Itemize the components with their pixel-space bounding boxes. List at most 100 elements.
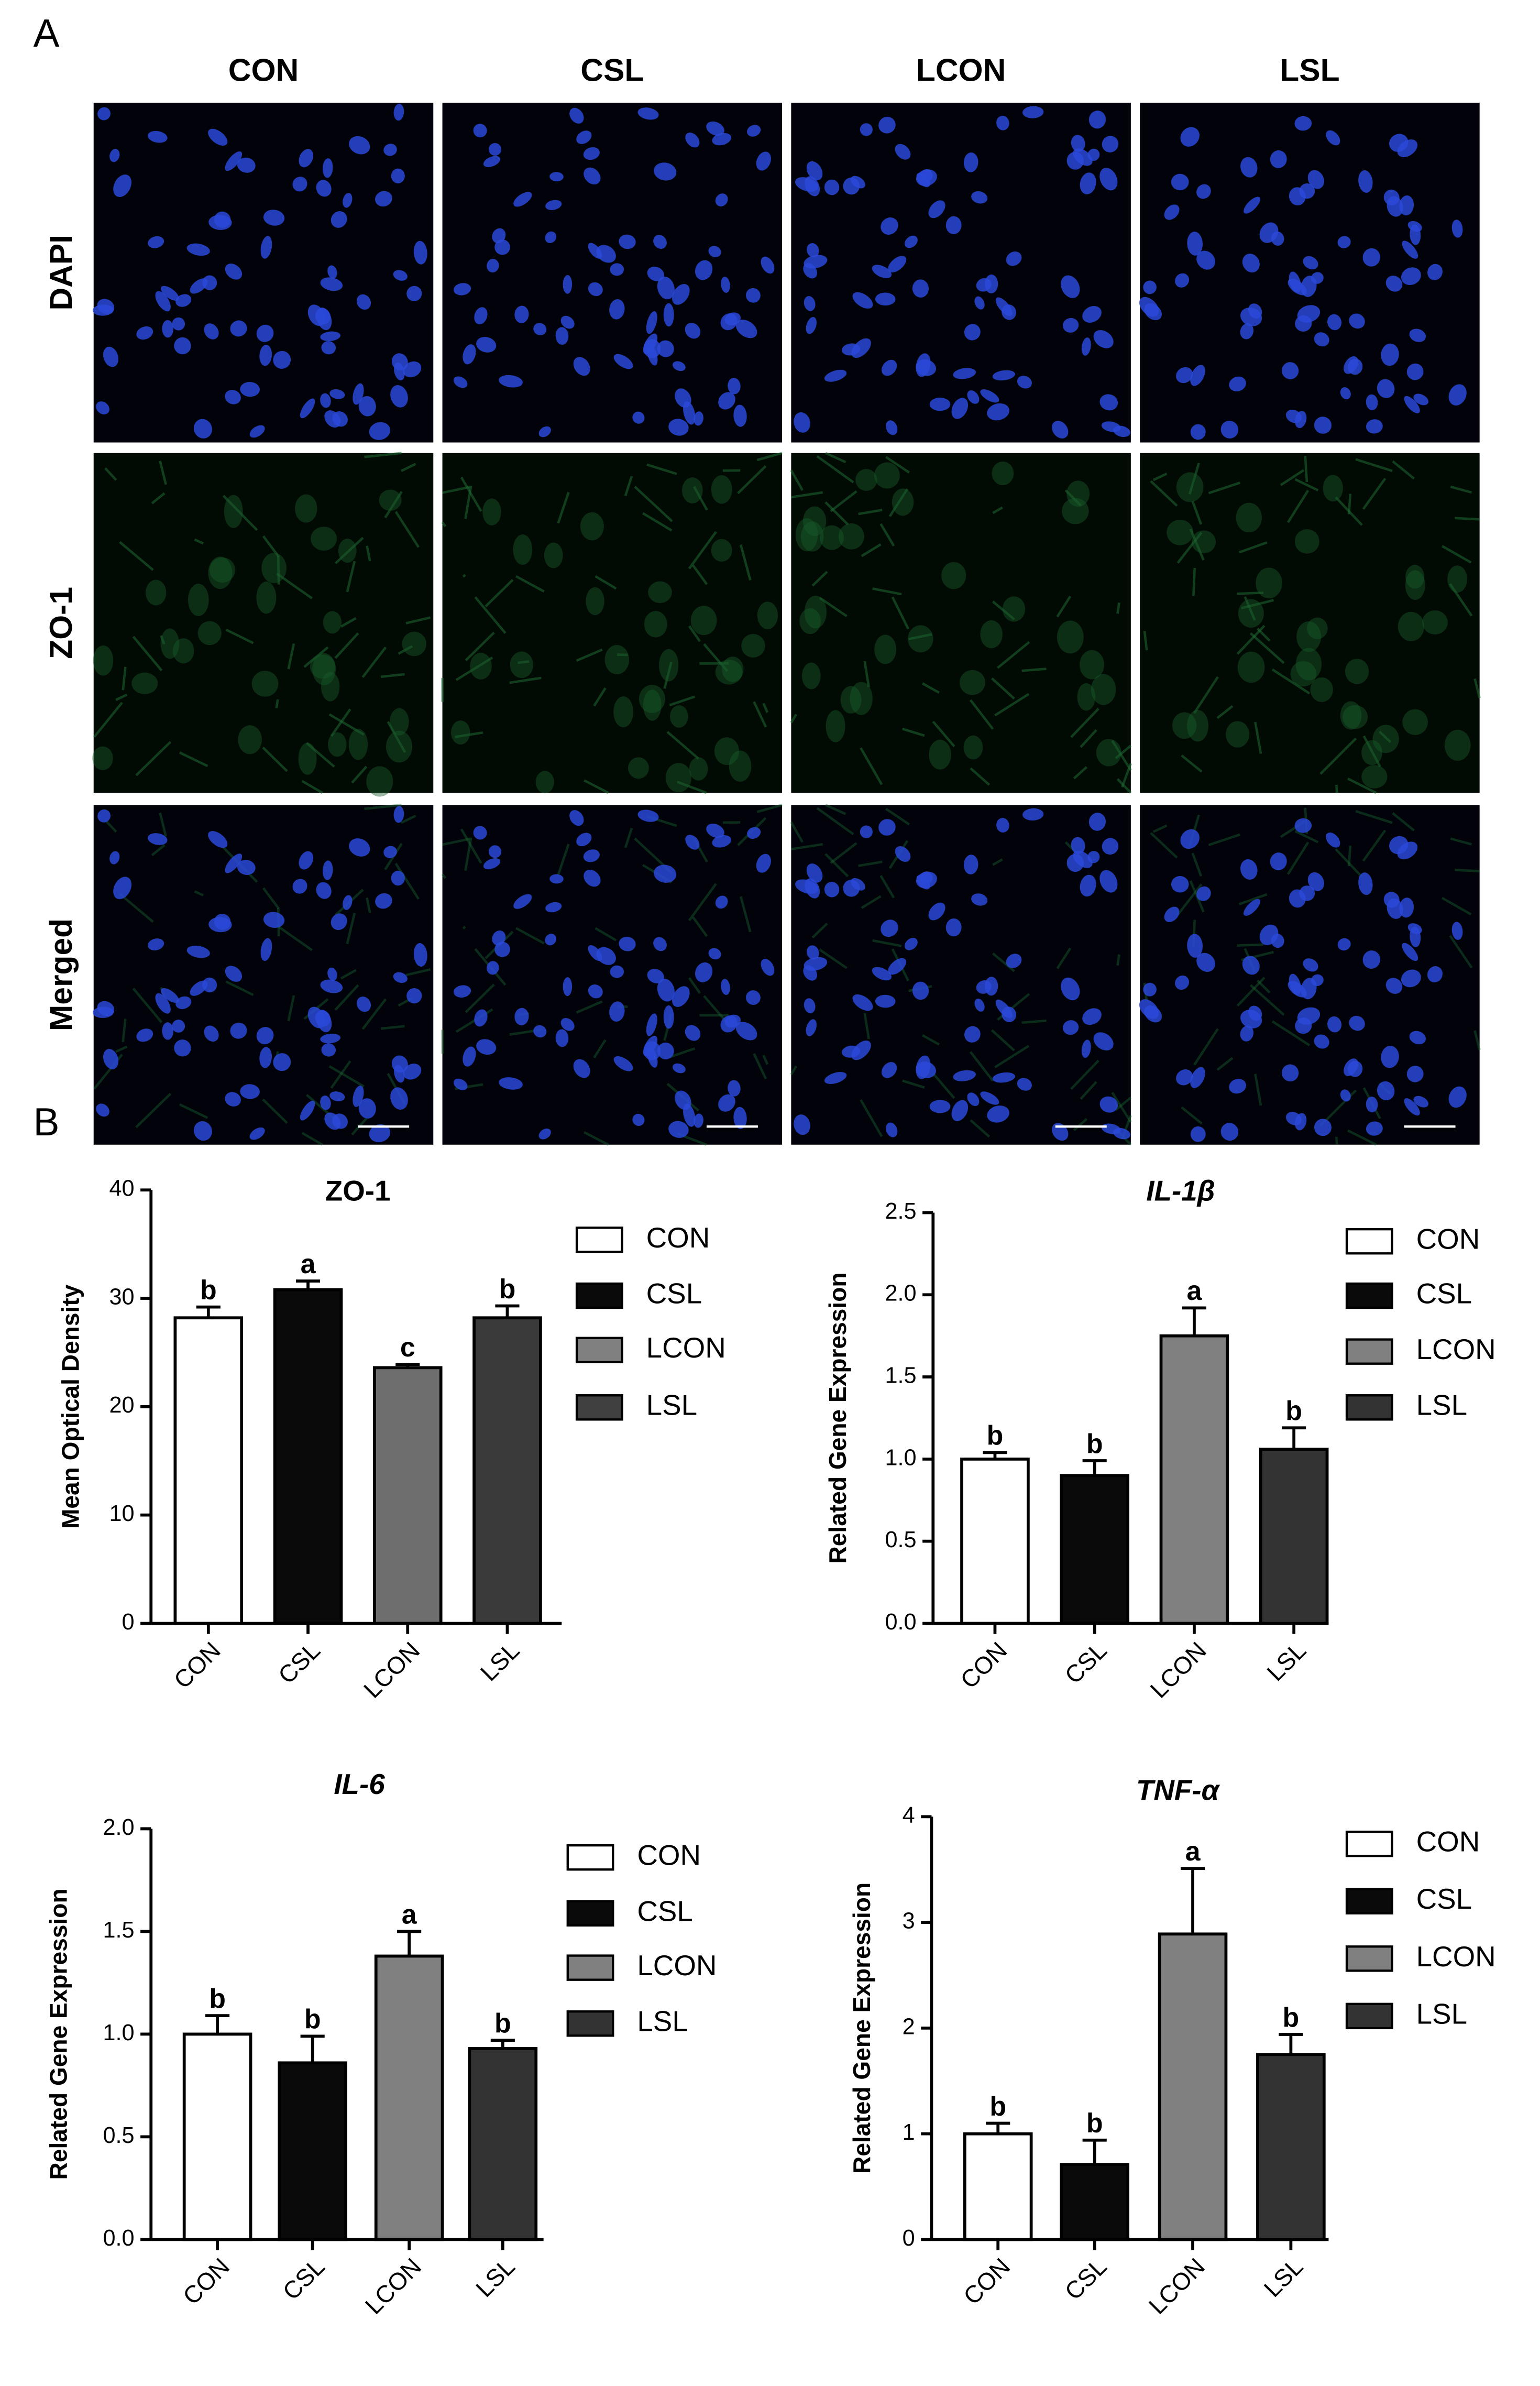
zo1-signal [328, 1065, 365, 1088]
nucleus [1240, 157, 1258, 178]
zo1-signal [1111, 1092, 1132, 1123]
zo1-signal [441, 873, 447, 879]
nucleus [237, 860, 256, 875]
legend-swatch [1345, 1831, 1393, 1857]
legend-swatch [1345, 1228, 1393, 1255]
chart-title: TNF-α [1136, 1774, 1220, 1807]
nucleus [573, 357, 590, 376]
nucleus [321, 341, 336, 355]
zo1-signal [991, 1029, 1015, 1052]
nucleus [1349, 313, 1365, 329]
zo1-cell [482, 498, 501, 526]
zo1-cell [799, 608, 821, 634]
bar [1158, 1932, 1228, 2241]
nucleus [576, 833, 592, 847]
zo1-cell [172, 638, 194, 664]
zo1-signal [1238, 541, 1268, 554]
nucleus [453, 376, 468, 388]
zo1-signal [1455, 517, 1480, 521]
nucleus [824, 882, 840, 898]
y-tick-label: 2.0 [103, 1815, 134, 1840]
nucleus [951, 1100, 969, 1121]
nucleus [204, 1025, 219, 1042]
row-header: DAPI [43, 235, 79, 311]
zo1-signal [1473, 1030, 1481, 1050]
zo1-signal [756, 804, 783, 813]
zo1-cell [160, 628, 180, 659]
nucleus [672, 986, 690, 1008]
nucleus [474, 307, 488, 325]
zo1-signal [1304, 455, 1308, 483]
zo1-signal [677, 781, 707, 794]
nucleus [657, 1042, 674, 1059]
nucleus [619, 234, 636, 249]
zo1-cell [256, 582, 277, 614]
zo1-signal [1189, 528, 1205, 561]
zo1-signal [858, 860, 883, 867]
nucleus [1406, 363, 1424, 380]
zo1-signal [872, 587, 902, 596]
zo1-signal [301, 780, 323, 794]
nucleus [1073, 148, 1093, 166]
nucleus [807, 243, 819, 258]
nucleus [1244, 196, 1261, 214]
zo1-cell [1361, 765, 1388, 789]
nucleus [413, 943, 427, 967]
nucleus [1401, 969, 1421, 988]
nucleus [162, 320, 173, 338]
zo1-signal [666, 731, 699, 760]
zo1-signal [885, 807, 910, 826]
zo1-cell [1402, 709, 1428, 735]
nucleus [1326, 130, 1340, 146]
nucleus [1099, 870, 1118, 893]
zo1-signal [624, 476, 633, 497]
zo1-signal [1192, 567, 1196, 596]
nucleus [980, 1091, 999, 1105]
zo1-cell [1398, 611, 1424, 641]
nucleus [895, 846, 911, 862]
zo1-signal [384, 491, 403, 519]
zo1-signal [1347, 778, 1377, 794]
nucleus [683, 401, 696, 425]
nucleus [320, 393, 331, 408]
zo1-cell [714, 737, 740, 765]
zo1-signal [1080, 1081, 1097, 1100]
nucleus [316, 882, 332, 899]
zo1-signal [1379, 730, 1392, 743]
nucleus [647, 969, 664, 983]
nucleus [987, 403, 1009, 421]
nucleus [1385, 276, 1403, 292]
column-header: LSL [1280, 52, 1339, 87]
nucleus [886, 1122, 898, 1137]
zo1-signal [992, 600, 1015, 620]
nucleus [613, 354, 633, 369]
zo1-cell [1002, 596, 1026, 622]
zo1-signal [584, 1131, 609, 1146]
nucleus [794, 1114, 810, 1135]
zo1-signal [465, 631, 495, 662]
zo1-signal [1080, 729, 1097, 748]
zo1-cell [1345, 659, 1369, 684]
micrograph-background [93, 453, 434, 793]
nucleus [225, 264, 243, 280]
zo1-signal [303, 646, 329, 668]
zo1-signal [825, 452, 846, 464]
nucleus [851, 338, 871, 358]
nucleus [1387, 196, 1403, 217]
nucleus [974, 998, 985, 1012]
y-tick-label: 3 [903, 1909, 915, 1934]
legend-swatch [575, 1337, 623, 1363]
nucleus [560, 315, 575, 329]
nucleus [494, 239, 510, 255]
nucleus [96, 401, 109, 415]
zo1-signal [464, 837, 472, 871]
nucleus [147, 833, 168, 845]
nucleus [208, 215, 232, 230]
significance-letter: b [200, 1274, 217, 1305]
nucleus [1413, 1096, 1429, 1108]
nucleus [329, 389, 345, 399]
zo1-signal [790, 1065, 798, 1076]
micrograph [1139, 805, 1481, 1146]
zo1-signal [1286, 489, 1310, 523]
zo1-signal [1056, 947, 1072, 970]
